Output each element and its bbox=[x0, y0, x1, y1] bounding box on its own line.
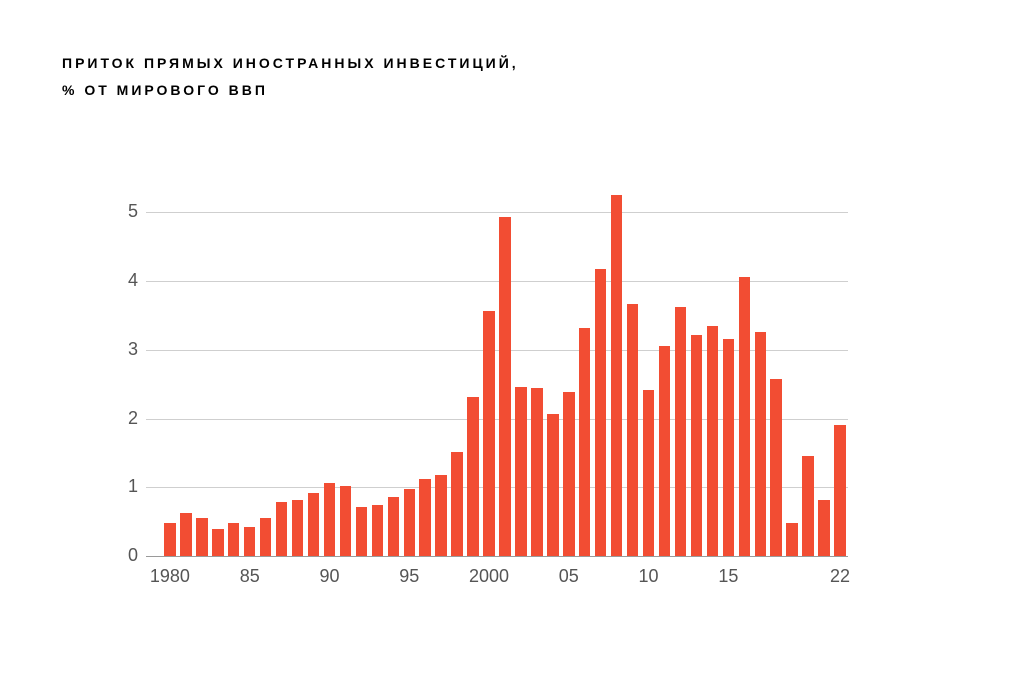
bar bbox=[372, 505, 383, 556]
bar bbox=[531, 388, 542, 556]
bar bbox=[180, 513, 191, 556]
fdi-bar-chart: 0 1 2 3 4 5 1980 85 90 95 2000 05 10 15 22 bbox=[0, 0, 1024, 682]
bar bbox=[611, 195, 622, 557]
ytick-label: 4 bbox=[116, 270, 138, 291]
bar bbox=[739, 277, 750, 556]
ytick-label: 0 bbox=[116, 545, 138, 566]
xtick-label: 1980 bbox=[140, 566, 200, 587]
xtick-label: 05 bbox=[539, 566, 599, 587]
xtick-label: 95 bbox=[379, 566, 439, 587]
bar bbox=[834, 425, 845, 556]
bar bbox=[340, 486, 351, 556]
ytick-label: 1 bbox=[116, 476, 138, 497]
bar bbox=[324, 483, 335, 556]
plot-area bbox=[146, 178, 848, 556]
bar bbox=[723, 339, 734, 556]
bar bbox=[675, 307, 686, 556]
bar bbox=[563, 392, 574, 556]
bar bbox=[404, 489, 415, 556]
bar bbox=[260, 518, 271, 556]
bar bbox=[786, 523, 797, 556]
bar bbox=[802, 456, 813, 556]
bar bbox=[435, 475, 446, 556]
gridline bbox=[146, 212, 848, 213]
bar bbox=[292, 500, 303, 556]
bar bbox=[212, 529, 223, 556]
bar bbox=[707, 326, 718, 556]
bar bbox=[419, 479, 430, 556]
bar bbox=[770, 379, 781, 556]
bar bbox=[627, 304, 638, 556]
bar bbox=[755, 332, 766, 556]
xtick-label: 15 bbox=[698, 566, 758, 587]
bar bbox=[579, 328, 590, 556]
xtick-label: 85 bbox=[220, 566, 280, 587]
bar bbox=[818, 500, 829, 556]
bar bbox=[595, 269, 606, 556]
bar bbox=[356, 507, 367, 556]
xtick-label: 22 bbox=[810, 566, 870, 587]
xtick-label: 90 bbox=[299, 566, 359, 587]
bar bbox=[244, 527, 255, 556]
bar bbox=[308, 493, 319, 556]
x-axis-line bbox=[146, 556, 848, 557]
bar bbox=[691, 335, 702, 556]
bar bbox=[228, 523, 239, 556]
bar bbox=[515, 387, 526, 556]
bar bbox=[643, 390, 654, 556]
bar bbox=[499, 217, 510, 557]
xtick-label: 2000 bbox=[459, 566, 519, 587]
ytick-label: 3 bbox=[116, 339, 138, 360]
bar bbox=[196, 518, 207, 556]
ytick-label: 2 bbox=[116, 408, 138, 429]
bar bbox=[547, 414, 558, 556]
bar bbox=[451, 452, 462, 556]
bar bbox=[483, 311, 494, 556]
xtick-label: 10 bbox=[619, 566, 679, 587]
bar bbox=[276, 502, 287, 556]
bar bbox=[659, 346, 670, 556]
bar bbox=[467, 397, 478, 556]
bar bbox=[388, 497, 399, 556]
ytick-label: 5 bbox=[116, 201, 138, 222]
bar bbox=[164, 523, 175, 556]
